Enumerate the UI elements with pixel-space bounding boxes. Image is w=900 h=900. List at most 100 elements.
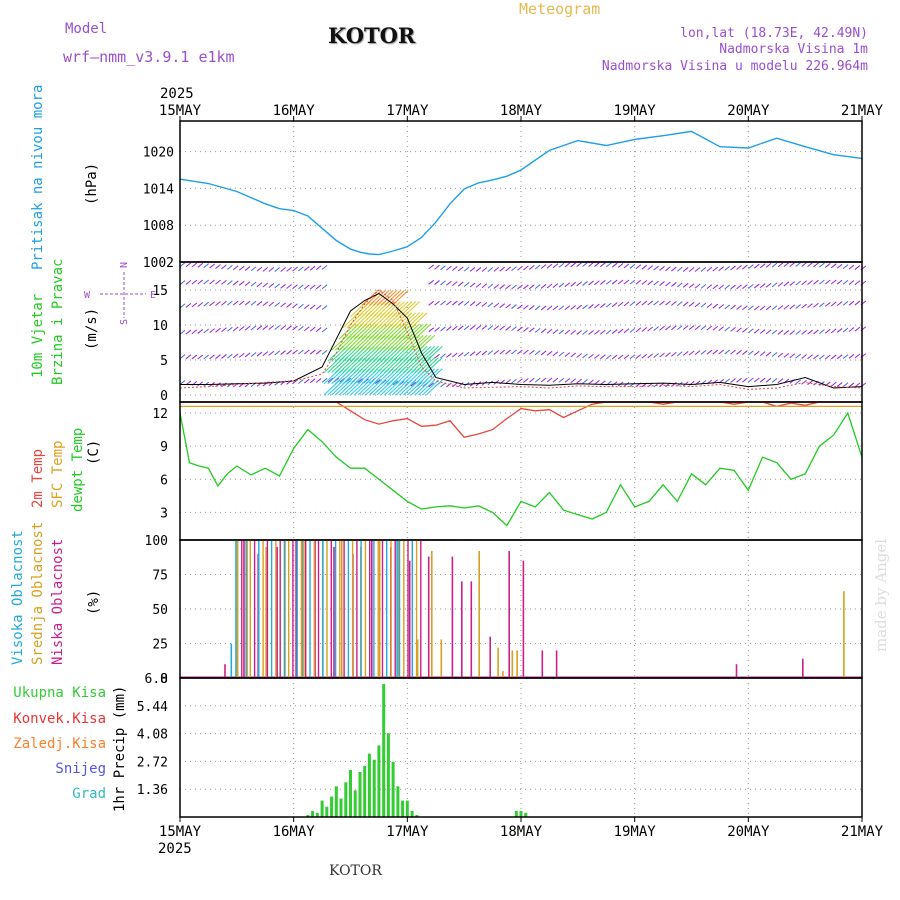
- wind-vector: [197, 302, 204, 307]
- wind-vector: [250, 352, 257, 357]
- wind-vector: [836, 354, 843, 360]
- precip-bar: [349, 770, 352, 817]
- x-tick-label-bottom: 16MAY: [273, 824, 316, 840]
- wind-vector: [623, 354, 630, 360]
- wind-vector: [499, 303, 505, 309]
- wind-vector: [452, 325, 458, 331]
- x-tick-label-bottom: 20MAY: [727, 824, 770, 840]
- wind-vector: [600, 354, 606, 360]
- wind-vector: [457, 382, 464, 388]
- wind-vector: [375, 379, 381, 384]
- wind-vector: [842, 264, 849, 270]
- y-tick-label: 10: [152, 319, 168, 334]
- cloud-axis-label-1: Visoka Oblacnost: [10, 530, 26, 665]
- overcast-cloud-bar: [253, 540, 256, 678]
- wind-vector: [523, 284, 529, 290]
- wind-vector: [446, 326, 452, 331]
- wind-vector: [635, 279, 642, 285]
- wind-vector: [623, 301, 630, 307]
- overcast-cloud-bar: [356, 540, 358, 678]
- wind-vector: [742, 377, 748, 383]
- wind-vector: [232, 280, 239, 286]
- wind-vector: [185, 354, 192, 360]
- wind-vector: [540, 283, 547, 289]
- temperature-axis-label-3: dewpt Temp: [70, 428, 86, 512]
- wind-vector: [718, 304, 725, 309]
- wind-vector: [528, 327, 535, 333]
- wind-vector: [819, 302, 825, 308]
- wind-vector: [748, 264, 754, 270]
- wind-vector: [724, 284, 730, 290]
- wind-vector: [298, 284, 304, 290]
- wind-vector: [511, 349, 517, 355]
- wind-vector: [706, 325, 713, 331]
- high_cloud-bar: [235, 540, 237, 678]
- wind-vector: [487, 283, 494, 289]
- y-tick-label: 75: [152, 569, 168, 584]
- wind-vector: [570, 352, 577, 358]
- wind-vector: [836, 382, 843, 387]
- wind-vector: [274, 302, 281, 307]
- wind-vector: [487, 325, 494, 330]
- wind-vector: [819, 354, 825, 360]
- wind-vector: [718, 284, 725, 290]
- x-tick-label-top: 20MAY: [727, 103, 770, 119]
- wind-vector: [836, 301, 843, 307]
- low_cloud-bar: [276, 546, 278, 678]
- mid_cloud-bar: [416, 639, 419, 678]
- wind-vector: [653, 280, 659, 286]
- wind-vector: [505, 284, 511, 290]
- wind-vector: [576, 378, 582, 384]
- wind-vector: [718, 349, 725, 355]
- low_cloud-bar: [489, 636, 491, 678]
- wind-vector: [789, 304, 796, 310]
- wind-vector: [765, 329, 772, 335]
- wind-vector: [564, 305, 571, 311]
- wind-vector: [688, 283, 695, 289]
- wind-vector-strong: [425, 346, 443, 362]
- wind-vector: [830, 381, 837, 387]
- wind-vector: [736, 349, 742, 355]
- wind-vector: [564, 282, 571, 288]
- overcast-cloud-bar: [390, 540, 392, 678]
- low_cloud-bar: [735, 664, 738, 678]
- precip-bar: [330, 796, 334, 817]
- compass-east-label: E: [150, 290, 156, 301]
- wind-vector: [505, 266, 511, 272]
- low_cloud-bar: [427, 556, 430, 678]
- wind-vector: [665, 266, 671, 272]
- wind-vector: [789, 330, 796, 335]
- wind-vector: [688, 350, 695, 356]
- wind-vector: [771, 352, 778, 357]
- wind-vector: [694, 325, 701, 330]
- wind-vector: [511, 378, 517, 384]
- wind-vector: [428, 264, 434, 270]
- precip-bar: [367, 753, 371, 817]
- wind-vector: [854, 265, 861, 270]
- wind-vector: [617, 328, 624, 334]
- precip-bar: [363, 765, 367, 817]
- wind-vector: [493, 349, 500, 355]
- wind-vector: [244, 300, 251, 306]
- wind-vector: [641, 264, 648, 270]
- precip-legend-item: Konvek.Kisa: [13, 711, 106, 727]
- wind-vector: [232, 353, 239, 359]
- wind-vector-strong: [395, 301, 413, 317]
- precip-bar: [344, 782, 348, 818]
- wind-vector: [854, 382, 861, 388]
- wind-vector-strong: [406, 334, 424, 351]
- wind-vector: [262, 351, 269, 357]
- wind-vector: [179, 303, 186, 309]
- overcast-cloud-bar: [420, 540, 422, 678]
- low_cloud-bar: [224, 664, 226, 678]
- precip-bar: [377, 745, 381, 817]
- wind-vector: [830, 263, 837, 269]
- wind-vector: [771, 282, 778, 288]
- wind-vector: [730, 349, 736, 355]
- wind-vector: [629, 263, 636, 269]
- wind-vector: [221, 300, 227, 306]
- wind-vector: [759, 305, 766, 311]
- wind-vector: [611, 262, 618, 268]
- wind-vector: [227, 326, 233, 332]
- precip-bar: [519, 810, 523, 817]
